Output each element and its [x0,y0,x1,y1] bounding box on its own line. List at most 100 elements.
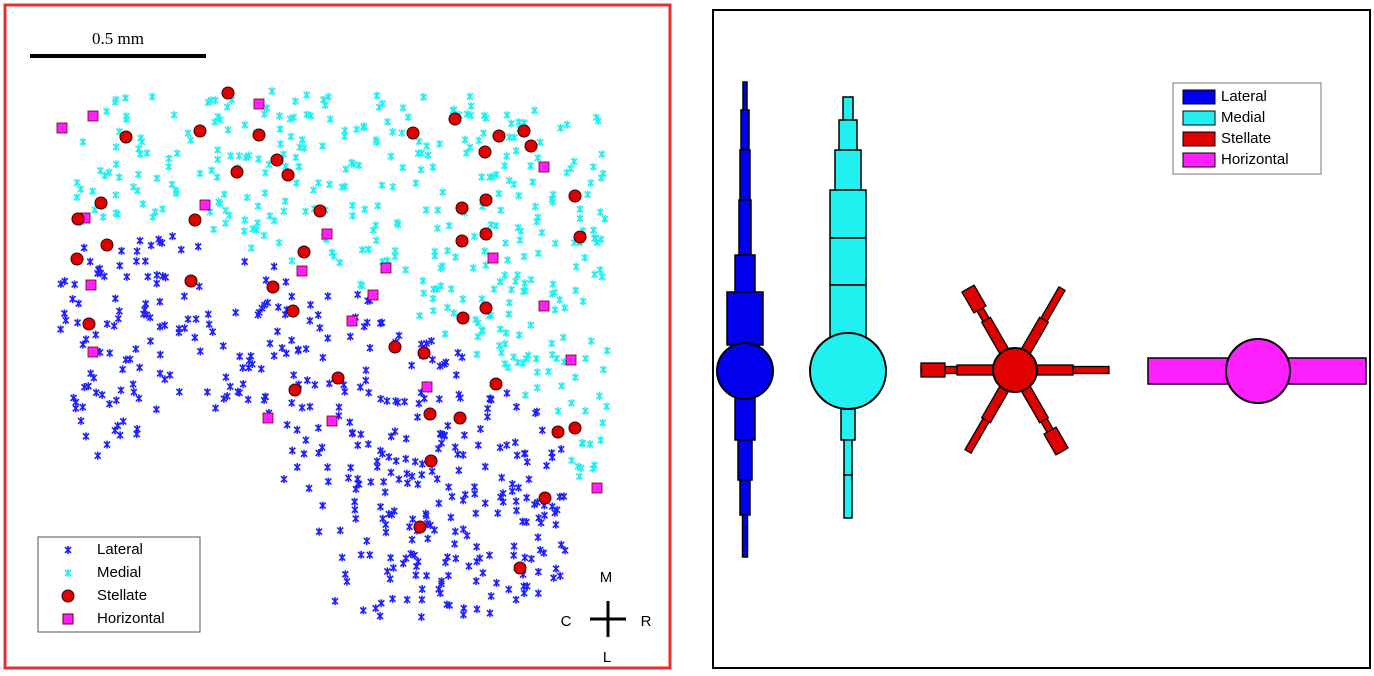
horizontal-cell [381,263,391,273]
stellate-cell [456,235,468,247]
dendrite-segment [830,190,866,238]
legend-label: Lateral [1221,88,1267,105]
scale-label: 0.5 mm [92,29,144,48]
horizontal-cell [422,382,432,392]
stellate-cell [231,166,243,178]
horizontal-cell [322,229,332,239]
stellate-cell [253,129,265,141]
dendrite-segment [835,150,861,190]
soma [810,333,886,409]
dendrite-segment [839,120,857,150]
stellate-cell [407,127,419,139]
legend-label: Stellate [97,587,147,604]
stellate-cell [518,125,530,137]
horizontal-cell [488,253,498,263]
dendrite-segment [841,405,855,440]
horizontal-cell [88,347,98,357]
legend-label: Stellate [1221,130,1271,147]
legend-swatch [1183,90,1215,104]
dendrite-segment [957,365,995,375]
stellate-cell [569,190,581,202]
stellate-cell [454,412,466,424]
stellate-cell [83,318,95,330]
stellate-cell [514,562,526,574]
stellate-cell [539,492,551,504]
legend-swatch [1183,111,1215,125]
stellate-cell [72,213,84,225]
stellate-cell [480,228,492,240]
stellate-cell [479,146,491,158]
legend-swatch [1183,153,1215,167]
stellate-cell [456,202,468,214]
dendrite-segment [741,110,749,150]
dendrite-segment [740,480,750,515]
dendrite-segment [843,97,853,120]
compass-label: C [561,613,572,630]
stellate-cell [569,422,581,434]
stellate-cell [424,408,436,420]
horizontal-cell [368,290,378,300]
horizontal-cell [347,316,357,326]
stellate-cell [185,275,197,287]
stellate-cell [525,140,537,152]
horizontal-cell [566,355,576,365]
horizontal-cell [254,99,264,109]
horizontal-cell [88,111,98,121]
stellate-cell [389,341,401,353]
legend-label: Horizontal [97,610,165,627]
stellate-cell [493,130,505,142]
stellate-cell [480,302,492,314]
horizontal-cell [86,280,96,290]
compass-label: M [600,569,613,586]
compass-label: R [641,613,652,630]
stellate-cell [418,347,430,359]
legend-label: Medial [1221,109,1265,126]
dendrite-segment [743,82,747,110]
dendrite-segment [743,515,748,557]
dendrite-segment [727,292,763,345]
dendrite-segment [739,200,751,255]
legend-label: Lateral [97,541,143,558]
soma [993,348,1037,392]
stellate-cell [194,125,206,137]
stellate-cell [287,305,299,317]
compass-label: L [603,649,611,666]
horizontal-cell [539,301,549,311]
dendrite-segment [740,150,750,200]
stellate-cell [457,312,469,324]
stellate-cell [271,154,283,166]
dendrite-segment [921,363,945,377]
stellate-cell [222,87,234,99]
legend-label: Medial [97,564,141,581]
stellate-cell [314,205,326,217]
horizontal-cell [57,123,67,133]
stellate-cell [289,384,301,396]
stellate-cell [189,214,201,226]
dendrite-segment [830,238,866,285]
dendrite-segment [1035,365,1073,375]
stellate-cell [414,521,426,533]
dendrite-segment [1073,367,1109,374]
dendrite-segment [735,395,755,440]
stellate-cell [120,131,132,143]
legend-label: Horizontal [1221,151,1289,168]
stellate-cell [449,113,461,125]
dendrite-segment [844,440,852,475]
stellate-cell [574,231,586,243]
dendrite-segment [844,475,852,518]
horizontal-cell [539,162,549,172]
figure: 0.5 mm Lateral Medial Stellate Horizontal M… [0,0,1374,671]
dendrite-segment [735,255,755,292]
stellate-cell [332,372,344,384]
soma [717,343,773,399]
page: 0.5 mm Lateral Medial Stellate Horizontal M… [0,0,1374,676]
dendrite-segment [830,285,866,340]
horizontal-cell [200,200,210,210]
dendrite-segment [738,440,752,480]
stellate-cell [480,194,492,206]
horizontal-cell [592,483,602,493]
stellate-cell [552,426,564,438]
stellate-dendrite [1035,365,1109,375]
legend-swatch [1183,132,1215,146]
stellate-cell [282,169,294,181]
